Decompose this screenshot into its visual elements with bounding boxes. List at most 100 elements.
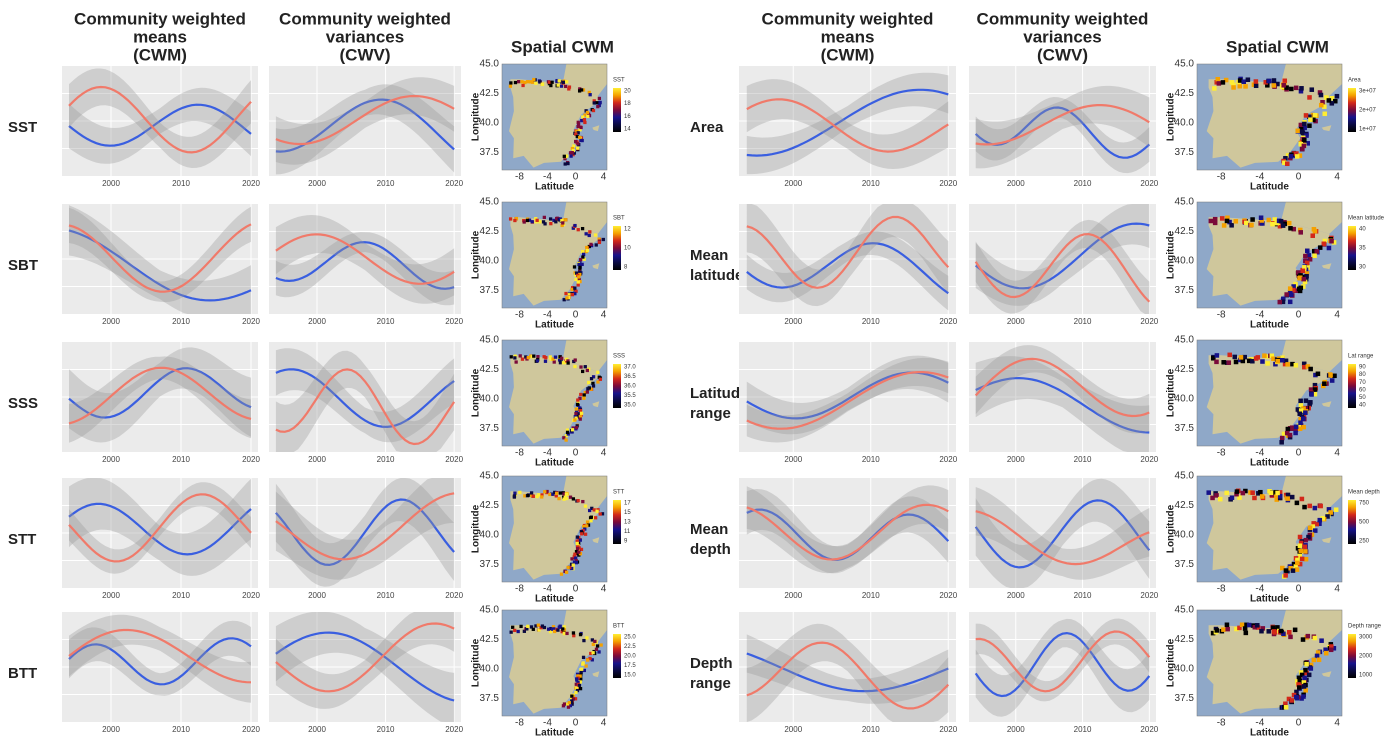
x-tick-label: 2000 xyxy=(1007,179,1025,188)
map-cell xyxy=(548,493,551,496)
map-cell xyxy=(1218,497,1223,502)
map-cell xyxy=(543,490,546,493)
map-cell xyxy=(554,355,557,358)
map-cell xyxy=(574,358,577,361)
map-x-tick-label: 4 xyxy=(1334,584,1340,595)
line-panel: 200020102020 xyxy=(739,204,958,326)
x-tick-label: 2000 xyxy=(784,455,802,464)
x-tick-label: 2020 xyxy=(1140,455,1158,464)
legend-label: 25.0 xyxy=(624,635,636,641)
map-cell xyxy=(562,498,565,501)
map-cell xyxy=(1213,221,1218,226)
map-cell xyxy=(1269,491,1274,496)
map-cell xyxy=(1293,431,1298,436)
map-y-title: Longitude xyxy=(1166,638,1177,687)
legend-label: 13 xyxy=(624,520,631,526)
map-cell xyxy=(584,365,587,368)
x-tick-label: 2010 xyxy=(862,317,880,326)
legend-label: 40 xyxy=(1359,403,1366,409)
map-cell xyxy=(1230,495,1235,500)
x-tick-label: 2010 xyxy=(172,317,190,326)
legend-label: 35 xyxy=(1359,246,1366,252)
map-cell xyxy=(579,126,582,129)
x-tick-label: 2000 xyxy=(784,179,802,188)
map-cell xyxy=(1222,223,1227,228)
map-cell xyxy=(576,535,579,538)
map-cell xyxy=(513,219,516,222)
map-cell xyxy=(521,84,524,87)
map-y-title: Longitude xyxy=(471,638,482,687)
map-cell xyxy=(570,557,573,560)
legend-label: 3e+07 xyxy=(1359,89,1377,95)
map-cell xyxy=(1279,440,1284,445)
map-cell xyxy=(553,360,556,363)
legend-label: 500 xyxy=(1359,520,1370,526)
map-y-tick-label: 42.5 xyxy=(1175,500,1195,511)
map-cell xyxy=(558,79,561,82)
map-y-tick-label: 40.0 xyxy=(1175,664,1195,675)
map-cell xyxy=(554,220,557,223)
column-header: (CWM) xyxy=(133,45,187,64)
map-cell xyxy=(1323,112,1328,117)
map-cell xyxy=(1332,374,1337,379)
legend-title: Mean latitude xyxy=(1348,216,1385,222)
map-cell xyxy=(1286,427,1291,432)
map-cell xyxy=(1286,496,1291,501)
legend-label: 37.0 xyxy=(624,365,636,371)
map-y-tick-label: 45.0 xyxy=(480,197,500,208)
legend-bar xyxy=(1348,500,1356,544)
map-cell xyxy=(578,136,581,139)
map-cell xyxy=(1267,218,1272,223)
map-cell xyxy=(565,493,568,496)
map-y-tick-label: 45.0 xyxy=(1175,59,1195,70)
map-cell xyxy=(513,356,516,359)
map-cell xyxy=(587,381,590,384)
map-cell xyxy=(589,243,592,246)
map-cell xyxy=(547,628,550,631)
map-cell xyxy=(536,219,539,222)
map-cell xyxy=(588,234,591,237)
x-tick-label: 2010 xyxy=(1074,455,1092,464)
map-cell xyxy=(580,88,583,91)
map-cell xyxy=(592,109,595,112)
map-y-tick-label: 45.0 xyxy=(480,471,500,482)
map-cell xyxy=(513,629,516,632)
map-cell xyxy=(1216,77,1221,82)
map-cell xyxy=(579,687,582,690)
map-cell xyxy=(510,631,513,634)
map-cell xyxy=(585,636,588,639)
map-cell xyxy=(1318,518,1323,523)
map-cell xyxy=(1234,219,1239,224)
map-cell xyxy=(589,519,592,522)
map-cell xyxy=(584,505,587,508)
line-panel: 200020102020 xyxy=(62,612,260,734)
map-cell xyxy=(1298,543,1303,548)
map-cell xyxy=(560,85,563,88)
map-cell xyxy=(600,643,603,646)
legend-label: 18 xyxy=(624,101,631,107)
map-cell xyxy=(1282,79,1287,84)
map-cell xyxy=(577,280,580,283)
legend-label: 80 xyxy=(1359,372,1366,378)
map-cell xyxy=(564,292,567,295)
x-tick-label: 2020 xyxy=(445,591,463,600)
map-cell xyxy=(1294,425,1299,430)
map-cell xyxy=(1250,490,1255,495)
map-y-tick-label: 45.0 xyxy=(1175,471,1195,482)
map-cell xyxy=(1221,627,1226,632)
x-tick-label: 2000 xyxy=(784,725,802,734)
map-y-tick-label: 40.0 xyxy=(1175,394,1195,405)
map-cell xyxy=(1231,85,1236,90)
map-cell xyxy=(1225,219,1230,224)
column-header: (CWV) xyxy=(1037,45,1088,64)
map-x-tick-label: 0 xyxy=(1296,310,1302,321)
map-cell xyxy=(1322,242,1327,247)
map-cell xyxy=(513,492,516,495)
map-cell xyxy=(574,412,577,415)
map-x-tick-label: 4 xyxy=(1334,448,1340,459)
map-cell xyxy=(517,630,520,633)
map-cell xyxy=(1227,353,1232,358)
map-x-title: Latitude xyxy=(535,320,574,331)
legend-label: 16 xyxy=(624,114,631,120)
